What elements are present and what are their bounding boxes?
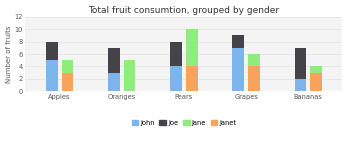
Bar [248,54,260,66]
Bar [124,60,135,91]
Title: Total fruit consumtion, grouped by gender: Total fruit consumtion, grouped by gende… [88,6,279,14]
Bar [310,66,322,73]
Bar [186,29,198,66]
Bar [310,73,322,91]
Bar [46,42,58,60]
Bar [170,66,182,91]
Bar [170,42,182,66]
Bar [232,48,244,91]
Bar [62,73,73,91]
Y-axis label: Number of fruits: Number of fruits [6,25,11,83]
Bar [295,79,306,91]
Bar [232,35,244,48]
Bar [46,60,58,91]
Legend: John, Joe, Jane, Janet: John, Joe, Jane, Janet [129,117,239,128]
Bar [108,73,120,91]
Bar [248,66,260,91]
Bar [108,48,120,73]
Bar [62,60,73,73]
Bar [186,66,198,91]
Bar [295,48,306,79]
